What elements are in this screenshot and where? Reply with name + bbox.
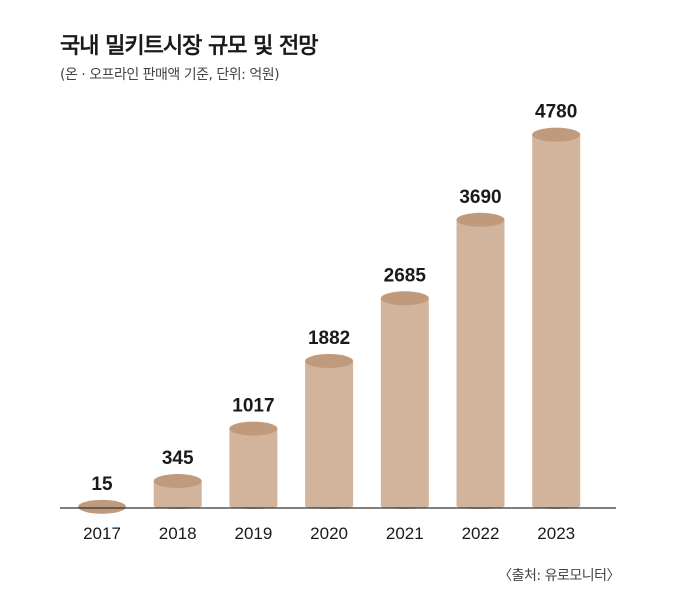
bar-top bbox=[532, 127, 581, 142]
x-tick-label: 2020 bbox=[310, 524, 348, 543]
bar-top bbox=[380, 291, 429, 306]
bar-body bbox=[229, 428, 278, 509]
x-tick-label: 2017 bbox=[83, 524, 121, 543]
x-tick-label: 2021 bbox=[386, 524, 424, 543]
x-tick-label: 2022 bbox=[462, 524, 500, 543]
x-tick-label: 2023 bbox=[537, 524, 575, 543]
value-label: 3690 bbox=[459, 187, 501, 208]
bar-top bbox=[456, 212, 505, 227]
chart-subtitle: (온 · 오프라인 판매액 기준, 단위: 억원) bbox=[60, 67, 280, 83]
x-tick-label: 2019 bbox=[234, 524, 272, 543]
bar-body bbox=[305, 361, 354, 509]
bar-2023 bbox=[532, 127, 581, 509]
bar-body bbox=[456, 219, 505, 509]
value-label: 15 bbox=[91, 474, 113, 495]
bar-2017 bbox=[78, 499, 126, 514]
bar-2019 bbox=[229, 421, 278, 509]
bar-top bbox=[153, 474, 202, 489]
bar-body bbox=[380, 298, 429, 509]
value-label: 4780 bbox=[535, 102, 577, 123]
bar-top bbox=[229, 421, 278, 436]
source-note: 〈출처: 유로모니터〉 bbox=[498, 568, 620, 584]
chart-title: 국내 밀키트시장 규모 및 전망 bbox=[60, 34, 319, 59]
bar-2018 bbox=[153, 474, 202, 509]
value-labels: 15 345 1017 1882 2685 3690 4780 bbox=[91, 102, 577, 495]
bars-group bbox=[78, 127, 581, 514]
bar-top bbox=[305, 354, 354, 369]
bar-2021 bbox=[380, 291, 429, 509]
value-label: 345 bbox=[162, 448, 194, 469]
bar-2022 bbox=[456, 212, 505, 509]
bar-2020 bbox=[305, 354, 354, 509]
bar-top bbox=[78, 499, 126, 514]
value-label: 2685 bbox=[384, 265, 427, 286]
value-label: 1882 bbox=[308, 328, 350, 349]
bar-body bbox=[532, 134, 581, 509]
x-tick-labels: 2017 2018 2019 2020 2021 2022 2023 bbox=[83, 524, 575, 543]
bar-body bbox=[153, 481, 202, 509]
x-tick-label: 2018 bbox=[159, 524, 197, 543]
value-label: 1017 bbox=[232, 396, 274, 417]
